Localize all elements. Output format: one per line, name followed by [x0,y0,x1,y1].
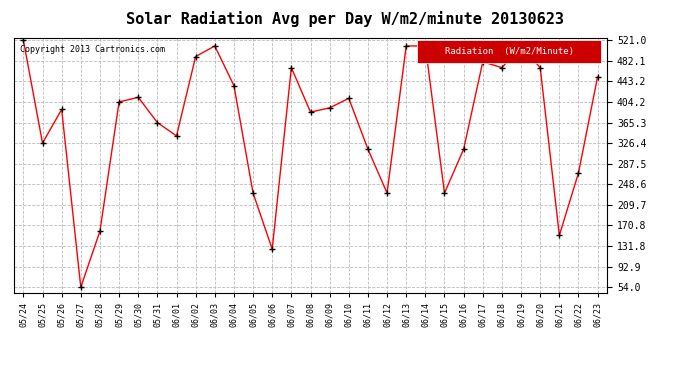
Text: Copyright 2013 Cartronics.com: Copyright 2013 Cartronics.com [20,45,165,54]
FancyBboxPatch shape [417,40,601,63]
Text: Solar Radiation Avg per Day W/m2/minute 20130623: Solar Radiation Avg per Day W/m2/minute … [126,11,564,27]
Text: Radiation  (W/m2/Minute): Radiation (W/m2/Minute) [445,47,574,56]
